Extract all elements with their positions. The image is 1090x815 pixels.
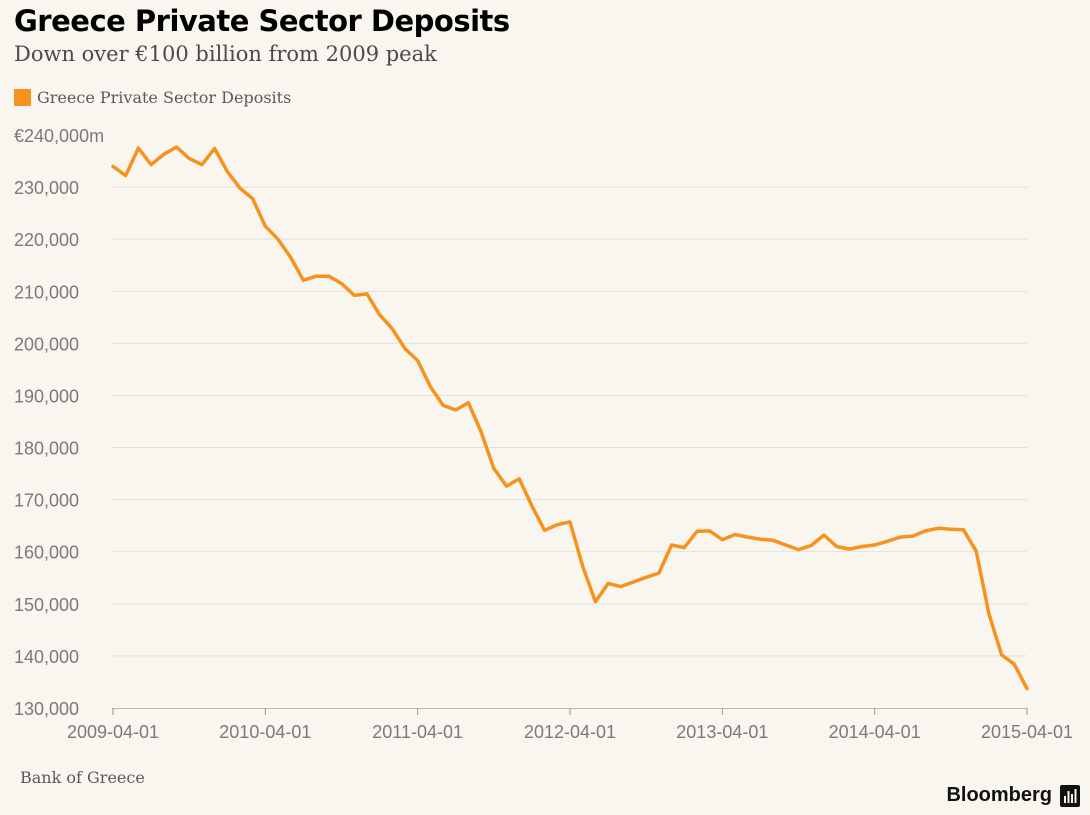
y-tick-label: 130,000	[14, 699, 79, 719]
x-tick-label: 2010-04-01	[219, 722, 311, 742]
y-tick-label: 180,000	[14, 439, 79, 459]
y-tick-label: 170,000	[14, 491, 79, 511]
bloomberg-bar-chart-icon	[1060, 784, 1080, 807]
y-tick-label: 190,000	[14, 386, 79, 406]
series-line-deposits	[111, 145, 1029, 691]
source-note: Bank of Greece	[20, 768, 145, 787]
y-tick-label: 210,000	[14, 282, 79, 302]
y-tick-label: 230,000	[14, 178, 79, 198]
y-tick-label: 150,000	[14, 595, 79, 615]
legend-label: Greece Private Sector Deposits	[37, 87, 292, 107]
chart-subtitle: Down over €100 billion from 2009 peak	[14, 42, 437, 66]
y-tick-label: 140,000	[14, 647, 79, 667]
brand-logo: Bloomberg	[946, 784, 1080, 807]
y-tick-label: 160,000	[14, 543, 79, 563]
x-tick-label: 2014-04-01	[829, 722, 921, 742]
x-tick-label: 2009-04-01	[67, 722, 159, 742]
legend-swatch	[14, 88, 31, 106]
x-tick-label: 2012-04-01	[524, 722, 616, 742]
y-tick-label: 200,000	[14, 334, 79, 354]
y-tick-label: 220,000	[14, 230, 79, 250]
x-tick-label: 2013-04-01	[676, 722, 768, 742]
legend: Greece Private Sector Deposits	[14, 86, 291, 108]
x-tick-label: 2011-04-01	[372, 722, 463, 742]
y-tick-label: €240,000m	[14, 126, 104, 146]
brand-name: Bloomberg	[946, 784, 1052, 806]
chart-title: Greece Private Sector Deposits	[14, 4, 510, 38]
x-tick-label: 2015-04-01	[981, 722, 1073, 742]
